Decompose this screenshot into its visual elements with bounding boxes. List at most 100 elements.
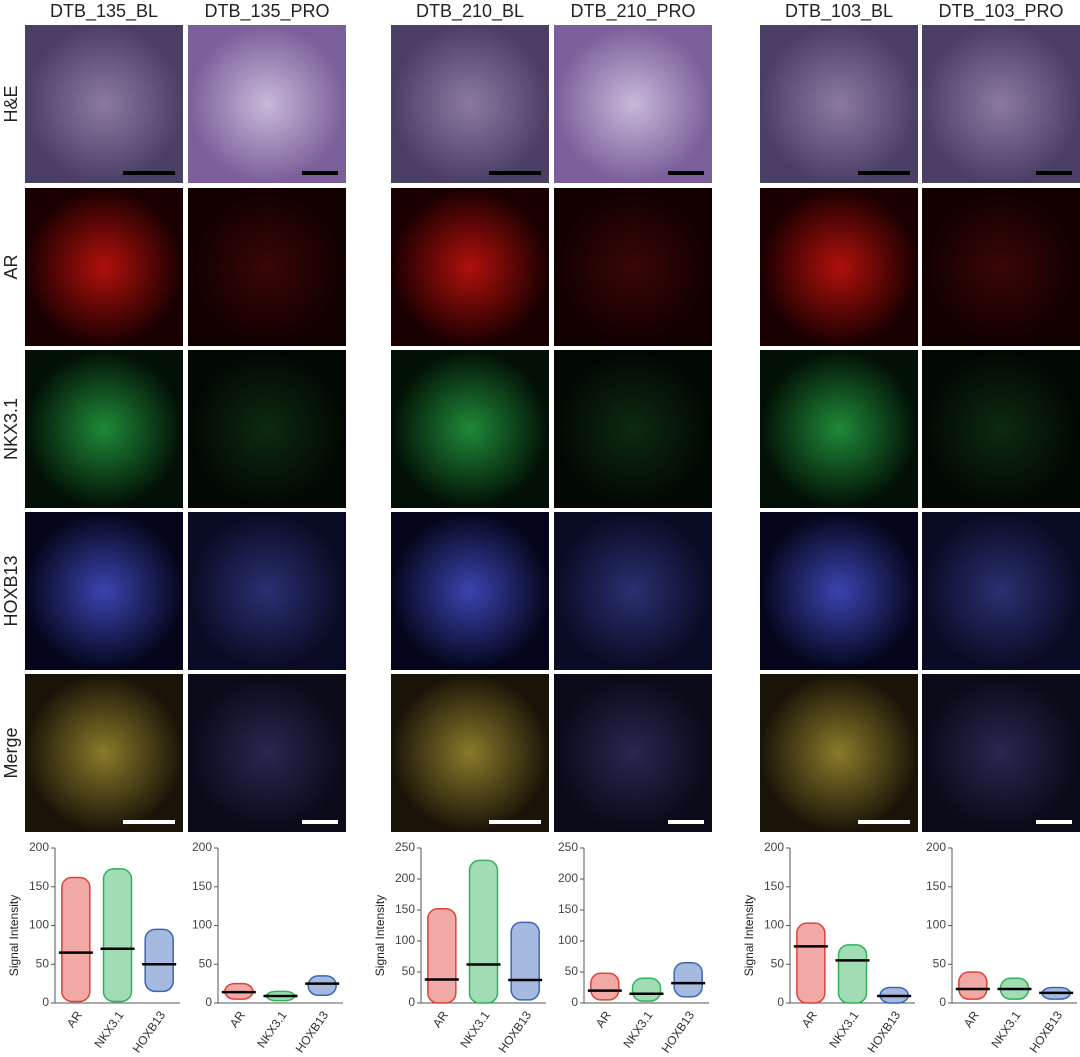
y-tick-label: 200 bbox=[764, 840, 784, 854]
point-cloud bbox=[427, 908, 457, 1004]
y-tick-label: 0 bbox=[777, 995, 784, 1009]
column-header: DTB_103_PRO bbox=[938, 1, 1063, 22]
x-tick-label: HOXB13 bbox=[865, 1008, 904, 1055]
y-tick-label: 100 bbox=[558, 933, 578, 947]
x-tick-label: HOXB13 bbox=[496, 1008, 535, 1055]
y-tick-label: 0 bbox=[205, 995, 212, 1009]
micrograph bbox=[188, 25, 346, 183]
micrograph bbox=[25, 25, 183, 183]
y-tick-label: 150 bbox=[29, 879, 49, 893]
point-cloud bbox=[144, 928, 174, 993]
column-header: DTB_210_BL bbox=[416, 1, 524, 22]
point-cloud bbox=[837, 944, 868, 1004]
x-tick-label: AR bbox=[64, 1008, 85, 1030]
y-tick-label: 0 bbox=[408, 995, 415, 1009]
y-tick-label: 50 bbox=[771, 956, 785, 970]
point-cloud bbox=[673, 961, 703, 998]
point-cloud bbox=[631, 977, 662, 1002]
row-label: NKX3.1 bbox=[1, 398, 21, 460]
x-tick-label: NKX3.1 bbox=[254, 1008, 289, 1050]
x-tick-label: NKX3.1 bbox=[457, 1008, 492, 1050]
micrograph bbox=[25, 674, 183, 832]
point-cloud bbox=[958, 971, 988, 1000]
micrograph bbox=[922, 512, 1080, 670]
micrograph bbox=[922, 188, 1080, 346]
micrograph bbox=[760, 188, 918, 346]
point-cloud bbox=[796, 922, 826, 1004]
y-tick-label: 0 bbox=[42, 995, 49, 1009]
y-tick-label: 150 bbox=[395, 902, 415, 916]
row-label: HOXB13 bbox=[1, 555, 21, 626]
micrograph bbox=[25, 512, 183, 670]
micrograph bbox=[922, 350, 1080, 508]
column-header: DTB_135_PRO bbox=[204, 1, 329, 22]
x-tick-label: NKX3.1 bbox=[620, 1008, 655, 1050]
y-tick-label: 200 bbox=[558, 871, 578, 885]
row-label: H&E bbox=[1, 85, 21, 122]
y-tick-label: 100 bbox=[192, 918, 212, 932]
micrograph bbox=[25, 350, 183, 508]
y-tick-label: 50 bbox=[565, 964, 579, 978]
micrograph bbox=[391, 512, 549, 670]
micrograph bbox=[391, 188, 549, 346]
column-header: DTB_103_BL bbox=[785, 1, 893, 22]
x-tick-label: AR bbox=[430, 1008, 451, 1030]
micrograph bbox=[760, 674, 918, 832]
point-cloud bbox=[307, 975, 337, 996]
micrograph bbox=[554, 674, 712, 832]
y-tick-label: 50 bbox=[36, 956, 50, 970]
y-tick-label: 100 bbox=[926, 918, 946, 932]
x-tick-label: AR bbox=[961, 1008, 982, 1030]
y-tick-label: 0 bbox=[571, 995, 578, 1009]
y-tick-label: 100 bbox=[395, 933, 415, 947]
y-tick-label: 250 bbox=[395, 840, 415, 854]
y-axis-label: Signal Intensity bbox=[742, 895, 756, 976]
micrograph bbox=[922, 25, 1080, 183]
point-cloud bbox=[510, 921, 540, 1001]
y-tick-label: 250 bbox=[558, 840, 578, 854]
x-tick-label: HOXB13 bbox=[130, 1008, 169, 1055]
y-tick-label: 150 bbox=[764, 879, 784, 893]
x-tick-label: NKX3.1 bbox=[988, 1008, 1023, 1050]
row-label: Merge bbox=[1, 727, 21, 778]
micrograph bbox=[188, 512, 346, 670]
x-tick-label: AR bbox=[227, 1008, 248, 1030]
row-label: AR bbox=[1, 254, 21, 279]
micrograph bbox=[554, 188, 712, 346]
x-tick-label: AR bbox=[799, 1008, 820, 1030]
micrograph bbox=[188, 188, 346, 346]
y-tick-label: 50 bbox=[402, 964, 416, 978]
micrograph bbox=[391, 25, 549, 183]
y-tick-label: 200 bbox=[926, 840, 946, 854]
point-cloud bbox=[468, 859, 499, 1004]
point-cloud bbox=[61, 876, 91, 1003]
column-header: DTB_210_PRO bbox=[570, 1, 695, 22]
y-tick-label: 0 bbox=[939, 995, 946, 1009]
y-tick-label: 200 bbox=[192, 840, 212, 854]
y-tick-label: 50 bbox=[199, 956, 213, 970]
micrograph bbox=[554, 25, 712, 183]
x-tick-label: HOXB13 bbox=[659, 1008, 698, 1055]
y-tick-label: 200 bbox=[29, 840, 49, 854]
y-tick-label: 150 bbox=[192, 879, 212, 893]
point-cloud bbox=[590, 972, 620, 1001]
y-tick-label: 150 bbox=[926, 879, 946, 893]
micrograph bbox=[760, 350, 918, 508]
x-tick-label: HOXB13 bbox=[1027, 1008, 1066, 1055]
y-tick-label: 100 bbox=[29, 918, 49, 932]
micrograph bbox=[25, 188, 183, 346]
micrograph bbox=[188, 674, 346, 832]
micrograph bbox=[554, 512, 712, 670]
micrograph bbox=[760, 512, 918, 670]
micrograph bbox=[554, 350, 712, 508]
x-tick-label: NKX3.1 bbox=[826, 1008, 861, 1050]
point-cloud bbox=[102, 868, 133, 1003]
y-tick-label: 50 bbox=[933, 956, 947, 970]
y-axis-label: Signal Intensity bbox=[7, 895, 21, 976]
x-tick-label: HOXB13 bbox=[293, 1008, 332, 1055]
x-tick-label: NKX3.1 bbox=[91, 1008, 126, 1050]
x-tick-label: AR bbox=[593, 1008, 614, 1030]
micrograph bbox=[391, 674, 549, 832]
micrograph bbox=[760, 25, 918, 183]
